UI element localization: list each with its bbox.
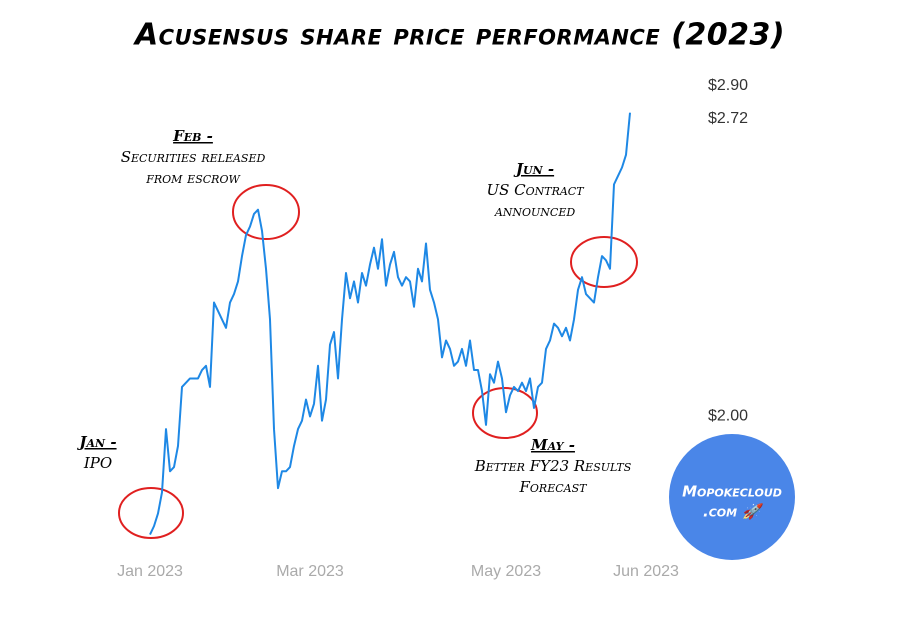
y-tick-label: $2.90 bbox=[708, 77, 748, 94]
annotation-text: Better FY23 Results bbox=[474, 457, 632, 475]
price-line bbox=[149, 112, 631, 535]
highlight-circle bbox=[118, 487, 184, 539]
annotation-heading: Jun - bbox=[513, 160, 554, 178]
x-tick-label: Mar 2023 bbox=[276, 563, 344, 580]
annotation-heading: Jan - bbox=[76, 433, 116, 451]
x-tick-label: May 2023 bbox=[471, 563, 541, 580]
chart-title: Acusensus share price performance (2023) bbox=[133, 18, 785, 53]
annotation-text: Forecast bbox=[519, 478, 589, 496]
annotation-text: from escrow bbox=[145, 169, 241, 187]
highlight-circle bbox=[472, 387, 538, 439]
annotation-text: Securities released bbox=[121, 148, 266, 166]
annotation-text: announced bbox=[494, 202, 576, 220]
badge-text: .com 🚀 bbox=[703, 503, 764, 521]
highlight-circle bbox=[570, 236, 638, 288]
highlight-circle bbox=[232, 184, 300, 240]
annotation-text: IPO bbox=[83, 454, 112, 472]
annotation-heading: May - bbox=[530, 436, 575, 454]
x-tick-label: Jun 2023 bbox=[613, 563, 679, 580]
x-tick-label: Jan 2023 bbox=[117, 563, 183, 580]
badge-circle bbox=[669, 434, 795, 560]
y-tick-label: $2.00 bbox=[708, 408, 748, 425]
y-tick-label: $2.72 bbox=[708, 110, 748, 127]
badge-text: Mopokecloud bbox=[682, 483, 782, 501]
annotation-heading: Feb - bbox=[172, 127, 213, 145]
annotation-text: US Contract bbox=[486, 181, 585, 199]
